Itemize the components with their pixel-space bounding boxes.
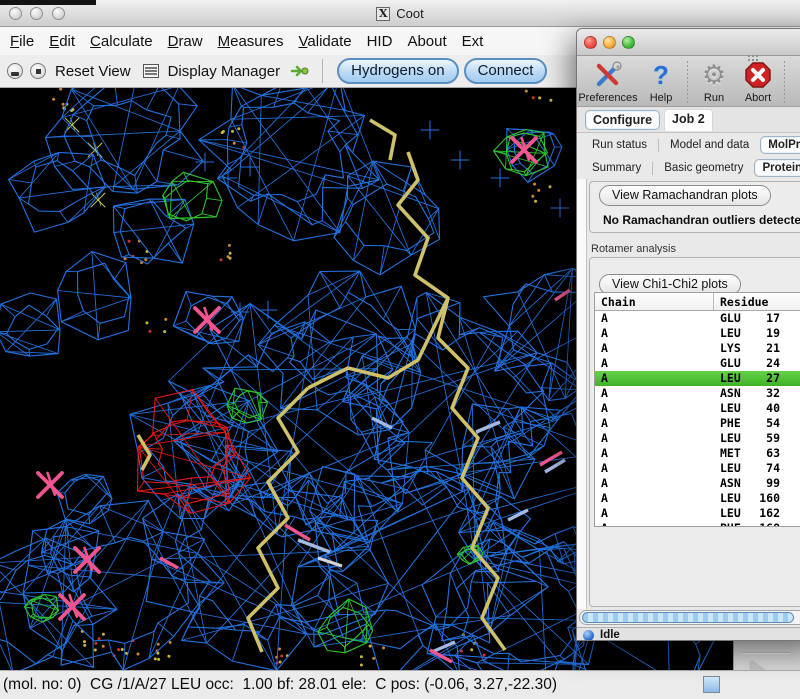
toolbar-round-button-1[interactable] (7, 63, 23, 79)
menu-ext[interactable]: Ext (461, 32, 484, 50)
scrollbar-thumb[interactable] (582, 612, 794, 623)
toolbar-separator (687, 61, 688, 103)
hydrogens-toggle-button[interactable]: Hydrogens on (337, 58, 459, 84)
gear-icon: ⚙ (701, 60, 727, 90)
menu-validate[interactable]: Validate (298, 32, 352, 50)
dialog-close-button[interactable] (584, 36, 597, 49)
table-row[interactable]: A ASN 32 (601, 386, 780, 400)
run-button[interactable]: ⚙ Run (692, 59, 736, 104)
reset-view-button[interactable]: Reset View (55, 62, 131, 80)
table-row[interactable]: A LEU 59 (601, 431, 780, 445)
x11-app-icon: X (376, 6, 391, 21)
ramachandran-status-text: No Ramachandran outliers detecte (603, 213, 800, 227)
display-manager-icon (142, 64, 159, 78)
square-glyph-icon (36, 69, 41, 74)
close-window-button[interactable] (9, 7, 22, 20)
tab-summary[interactable]: Summary (592, 162, 642, 174)
dialog-tabrow-main: Configure Job 2 (577, 107, 800, 133)
content-vertical-scrollbar[interactable] (577, 179, 587, 609)
table-header-row: Chain Residue (595, 293, 800, 311)
tab-protein[interactable]: Protein (754, 159, 800, 177)
table-row[interactable]: A LEU 74 (601, 461, 780, 475)
dialog-zoom-button[interactable] (622, 36, 635, 49)
electron-density-mesh (0, 88, 730, 670)
dialog-titlebar (577, 29, 800, 56)
zoom-window-button[interactable] (52, 7, 65, 20)
status-dot-icon (583, 629, 594, 640)
dialog-status-text: Idle (600, 629, 620, 641)
view-chi1-chi2-plots-button[interactable]: View Chi1-Chi2 plots (599, 274, 741, 295)
menu-edit[interactable]: Edit (49, 32, 76, 50)
dialog-minimize-button[interactable] (603, 36, 616, 49)
stop-x-icon (744, 59, 772, 91)
help-button[interactable]: ? Help (639, 59, 683, 105)
toolbar-drag-handle[interactable] (747, 54, 759, 62)
column-header-chain[interactable]: Chain (595, 293, 714, 310)
tab-basic-geometry[interactable]: Basic geometry (664, 162, 744, 174)
dialog-content: View Ramachandran plots No Ramachandran … (577, 179, 800, 609)
table-row[interactable]: A LEU 160 (601, 491, 780, 505)
tools-icon (593, 59, 623, 91)
menu-hid[interactable]: HID (366, 32, 393, 50)
menu-about[interactable]: About (407, 32, 447, 50)
toolbar-separator (322, 59, 324, 83)
table-row[interactable]: A LEU 27 (595, 371, 800, 386)
dialog-tabrow-job: Run status Model and data MolProbit (577, 133, 800, 157)
question-mark-icon: ? (653, 59, 669, 90)
menu-measures[interactable]: Measures (217, 32, 284, 50)
tab-run-status[interactable]: Run status (592, 139, 647, 151)
background-window-edge (0, 0, 96, 5)
table-row[interactable]: A ASN 99 (601, 476, 780, 490)
table-row[interactable]: A GLU 17 (601, 311, 780, 325)
bar-glyph-icon (11, 72, 19, 76)
table-row[interactable]: A MET 63 (601, 446, 780, 460)
connect-button[interactable]: Connect (463, 58, 548, 84)
run-label: Run (703, 92, 725, 104)
toolbar-round-button-2[interactable] (30, 63, 46, 79)
dialog-statusbar: Idle (577, 627, 800, 641)
abort-label: Abort (744, 92, 772, 104)
blue-swatch-widget[interactable] (703, 676, 720, 693)
dialog-horizontal-scrollbar[interactable] (579, 610, 800, 625)
menu-draw[interactable]: Draw (167, 32, 203, 50)
tab-job-2[interactable]: Job 2 (664, 108, 713, 131)
tab-molprobity[interactable]: MolProbit (760, 136, 800, 154)
atom-status-text: (mol. no: 0) CG /1/A/27 LEU occ: 1.00 bf… (3, 676, 557, 693)
table-row[interactable]: A LEU 19 (601, 326, 780, 340)
preferences-label: Preferences (578, 92, 638, 104)
view-ramachandran-plots-button[interactable]: View Ramachandran plots (599, 185, 771, 206)
help-label: Help (649, 92, 673, 104)
main-window-titlebar: X Coot (0, 0, 800, 27)
panel-groove (742, 652, 790, 654)
window-title: Coot (396, 6, 424, 21)
rotamer-frame-title: Rotamer analysis (591, 243, 676, 255)
display-manager-button[interactable]: Display Manager (167, 62, 281, 80)
table-row[interactable]: A PHE 54 (601, 416, 780, 430)
preferences-button[interactable]: Preferences (577, 59, 639, 104)
toolbar-overflow-item[interactable]: A (789, 59, 800, 104)
table-row[interactable]: A LYS 21 (601, 341, 780, 355)
column-header-residue[interactable]: Residue (720, 295, 769, 309)
table-row[interactable]: A LEU 40 (601, 401, 780, 415)
abort-button[interactable]: Abort (736, 59, 780, 104)
toolbar-separator (784, 61, 785, 103)
table-row[interactable]: A LEU 162 (601, 506, 780, 520)
menu-calculate[interactable]: Calculate (90, 32, 153, 50)
table-body: A GLU 17 A LEU 19 A LYS 21 A GLU 24 A LEU 27 A ASN 32 A LEU… (595, 311, 800, 526)
menu-file[interactable]: File (10, 32, 35, 50)
table-row[interactable]: A GLU 24 (601, 356, 780, 370)
rotamer-outliers-table: Chain Residue A GLU 17 A LEU 19 A LYS 21 A GLU 24 A L… (594, 292, 800, 527)
tab-model-and-data[interactable]: Model and data (669, 139, 750, 151)
dialog-toolbar: Preferences ? Help ⚙ Run Abort (577, 56, 800, 107)
green-arrow-icon[interactable] (290, 64, 310, 78)
minimize-window-button[interactable] (30, 7, 43, 20)
tab-configure[interactable]: Configure (585, 109, 661, 130)
molprobity-dialog: Preferences ? Help ⚙ Run Abort (576, 28, 800, 641)
table-row[interactable]: APHE168 (595, 521, 800, 526)
main-statusbar: (mol. no: 0) CG /1/A/27 LEU occ: 1.00 bf… (0, 670, 800, 699)
dialog-tabrow-molprobity: Summary Basic geometry Protein Cl (577, 157, 800, 179)
